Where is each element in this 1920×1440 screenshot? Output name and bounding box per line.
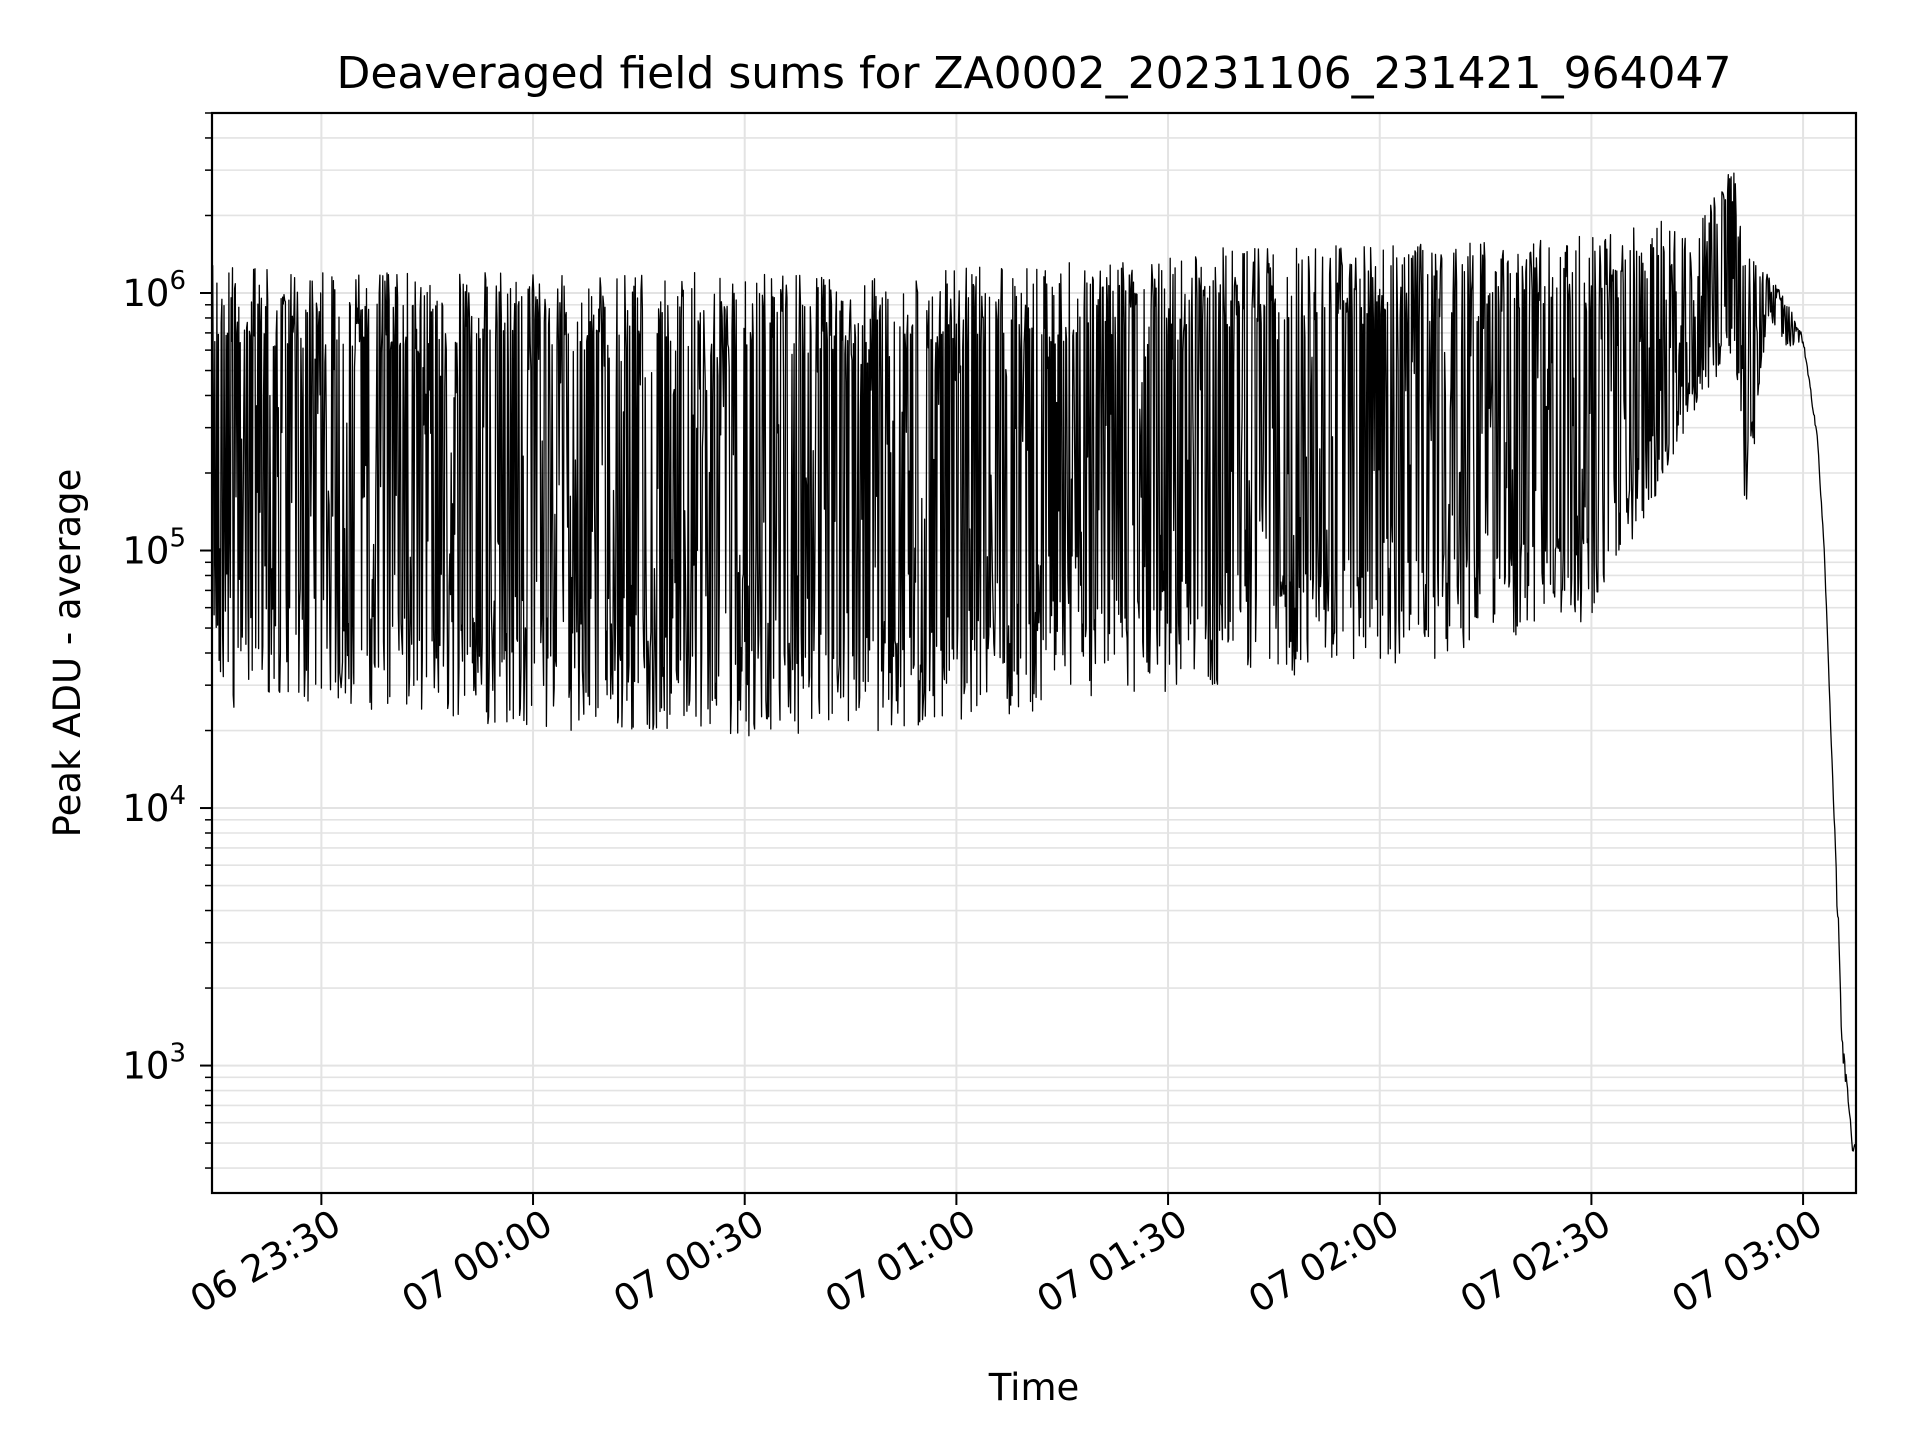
y-tick-label-base: 10 — [122, 272, 169, 315]
x-axis: 06 23:30 07 00:00 07 00:30 07 01:00 07 01:30… — [183, 1193, 1830, 1322]
x-axis-label: Time — [988, 1366, 1080, 1409]
y-tick-label: 104 — [122, 781, 186, 830]
y-axis-label: Peak ADU - average — [46, 469, 89, 838]
y-tick-label-exponent: 4 — [169, 781, 186, 811]
x-tick-label: 07 00:30 — [606, 1202, 771, 1322]
y-tick-label-base: 10 — [122, 1045, 169, 1088]
y-tick-label-base: 10 — [122, 530, 169, 573]
y-tick-label: 105 — [122, 524, 186, 573]
series-layer — [211, 172, 1857, 1152]
y-tick-label-exponent: 6 — [169, 266, 186, 296]
x-tick-label: 07 01:30 — [1030, 1202, 1195, 1322]
y-tick-label-exponent: 5 — [169, 524, 186, 554]
x-tick-label: 07 00:00 — [395, 1202, 560, 1322]
x-tick-label: 07 01:00 — [818, 1202, 983, 1322]
series-line — [211, 172, 1857, 1152]
y-tick-label-exponent: 3 — [169, 1039, 186, 1069]
chart-title: Deaveraged field sums for ZA0002_2023110… — [336, 48, 1731, 99]
x-tick-label: 06 23:30 — [183, 1202, 348, 1322]
x-tick-label: 07 03:00 — [1665, 1202, 1830, 1322]
x-tick-label: 07 02:30 — [1453, 1202, 1618, 1322]
x-tick-label: 07 02:00 — [1241, 1202, 1406, 1322]
y-tick-label: 106 — [122, 266, 186, 315]
y-tick-label: 103 — [122, 1039, 186, 1088]
y-tick-label-base: 10 — [122, 787, 169, 830]
